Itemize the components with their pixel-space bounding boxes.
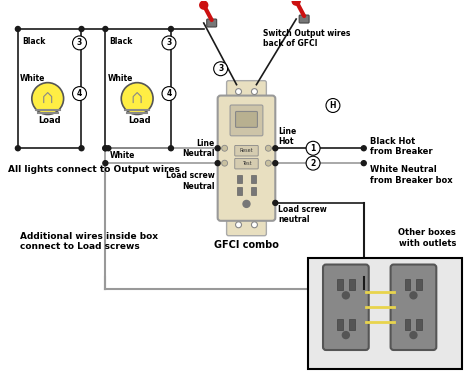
Circle shape — [79, 26, 84, 32]
Circle shape — [162, 86, 176, 100]
Circle shape — [292, 0, 300, 5]
Text: Line
Neutral: Line Neutral — [182, 138, 215, 158]
Circle shape — [342, 292, 349, 299]
Circle shape — [273, 161, 278, 166]
Bar — [349, 319, 355, 330]
FancyBboxPatch shape — [236, 111, 257, 127]
Circle shape — [103, 146, 108, 151]
Text: Black: Black — [109, 37, 133, 46]
Circle shape — [168, 146, 173, 151]
Text: 2: 2 — [310, 159, 316, 168]
Circle shape — [361, 146, 366, 151]
Circle shape — [361, 161, 366, 166]
Text: Test: Test — [242, 161, 251, 166]
Circle shape — [16, 146, 20, 151]
Bar — [337, 319, 343, 330]
Circle shape — [273, 146, 278, 151]
Text: All lights connect to Output wires: All lights connect to Output wires — [8, 165, 180, 174]
Circle shape — [73, 36, 86, 50]
Text: Switch Output wires
back of GFCI: Switch Output wires back of GFCI — [264, 29, 351, 49]
Circle shape — [215, 146, 220, 151]
Text: White Neutral
from Breaker box: White Neutral from Breaker box — [370, 165, 452, 185]
Bar — [349, 279, 355, 290]
Text: Reset: Reset — [240, 148, 253, 153]
Bar — [251, 175, 256, 183]
Bar — [237, 187, 242, 195]
FancyBboxPatch shape — [227, 81, 266, 103]
FancyBboxPatch shape — [323, 265, 369, 350]
Circle shape — [326, 99, 340, 112]
Circle shape — [16, 26, 20, 32]
Circle shape — [79, 146, 84, 151]
Circle shape — [121, 83, 153, 114]
FancyBboxPatch shape — [391, 265, 436, 350]
Circle shape — [410, 292, 417, 299]
Text: GFCI combo: GFCI combo — [214, 240, 279, 250]
FancyBboxPatch shape — [230, 105, 263, 136]
Circle shape — [265, 160, 271, 166]
Circle shape — [342, 332, 349, 338]
Text: Line
Hot: Line Hot — [278, 127, 297, 146]
Circle shape — [168, 26, 173, 32]
Circle shape — [273, 200, 278, 205]
Circle shape — [265, 145, 271, 151]
Text: 4: 4 — [77, 89, 82, 98]
FancyBboxPatch shape — [299, 15, 309, 23]
FancyBboxPatch shape — [235, 158, 258, 169]
Circle shape — [162, 36, 176, 50]
Text: Load: Load — [128, 117, 150, 126]
Text: H: H — [330, 101, 336, 110]
Text: Load: Load — [38, 117, 61, 126]
Bar — [251, 187, 256, 195]
Text: Other boxes
with outlets: Other boxes with outlets — [399, 228, 456, 248]
Bar — [417, 319, 422, 330]
Text: White: White — [109, 151, 135, 160]
Circle shape — [251, 222, 257, 228]
Text: Additional wires inside box
connect to Load screws: Additional wires inside box connect to L… — [20, 232, 158, 251]
Text: Black: Black — [22, 37, 45, 46]
FancyBboxPatch shape — [207, 19, 217, 27]
Bar — [237, 175, 242, 183]
Text: 3: 3 — [166, 38, 172, 47]
Circle shape — [306, 156, 320, 170]
Circle shape — [200, 1, 208, 9]
Circle shape — [243, 200, 250, 208]
Text: 1: 1 — [310, 144, 316, 153]
Text: White: White — [107, 74, 133, 83]
Circle shape — [410, 332, 417, 338]
Circle shape — [103, 26, 108, 32]
FancyBboxPatch shape — [218, 96, 275, 221]
Circle shape — [106, 146, 111, 151]
Text: 3: 3 — [77, 38, 82, 47]
Text: Black Hot
from Breaker: Black Hot from Breaker — [370, 136, 432, 156]
Bar — [308, 258, 462, 369]
Text: Load screw
neutral: Load screw neutral — [278, 205, 327, 224]
Bar — [337, 279, 343, 290]
Circle shape — [103, 161, 108, 166]
Circle shape — [251, 89, 257, 95]
Text: Load screw
Neutral: Load screw Neutral — [166, 171, 215, 191]
Circle shape — [103, 146, 108, 151]
Circle shape — [73, 86, 86, 100]
Text: 3: 3 — [218, 64, 223, 73]
Circle shape — [215, 161, 220, 166]
Circle shape — [306, 141, 320, 155]
Text: 4: 4 — [166, 89, 172, 98]
Circle shape — [236, 89, 242, 95]
Circle shape — [236, 222, 242, 228]
Circle shape — [222, 145, 228, 151]
FancyBboxPatch shape — [235, 146, 258, 156]
FancyBboxPatch shape — [227, 214, 266, 236]
Bar — [417, 279, 422, 290]
Bar — [404, 319, 410, 330]
Bar — [404, 279, 410, 290]
Circle shape — [222, 160, 228, 166]
Text: White: White — [20, 74, 45, 83]
Circle shape — [32, 83, 64, 114]
Circle shape — [214, 62, 228, 76]
